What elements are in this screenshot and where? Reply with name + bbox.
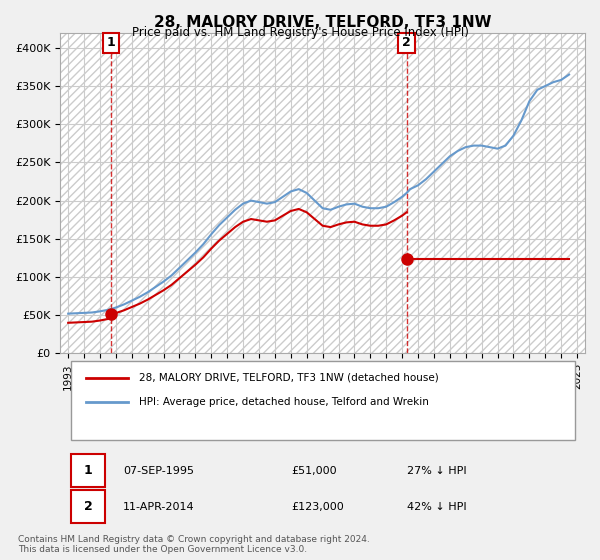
Text: 28, MALORY DRIVE, TELFORD, TF3 1NW (detached house): 28, MALORY DRIVE, TELFORD, TF3 1NW (deta…: [139, 373, 439, 382]
Text: 11-APR-2014: 11-APR-2014: [123, 502, 195, 512]
Text: 1: 1: [107, 36, 115, 49]
Text: HPI: Average price, detached house, Telford and Wrekin: HPI: Average price, detached house, Telf…: [139, 397, 429, 407]
Text: 27% ↓ HPI: 27% ↓ HPI: [407, 466, 466, 475]
Text: 1: 1: [83, 464, 92, 477]
Text: £51,000: £51,000: [291, 466, 337, 475]
FancyBboxPatch shape: [71, 361, 575, 440]
Title: 28, MALORY DRIVE, TELFORD, TF3 1NW: 28, MALORY DRIVE, TELFORD, TF3 1NW: [154, 15, 491, 30]
Text: Price paid vs. HM Land Registry's House Price Index (HPI): Price paid vs. HM Land Registry's House …: [131, 26, 469, 39]
FancyBboxPatch shape: [71, 491, 105, 523]
Text: 07-SEP-1995: 07-SEP-1995: [123, 466, 194, 475]
Text: Contains HM Land Registry data © Crown copyright and database right 2024.
This d: Contains HM Land Registry data © Crown c…: [18, 535, 370, 554]
Text: 2: 2: [83, 500, 92, 513]
Text: 2: 2: [402, 36, 411, 49]
Text: £123,000: £123,000: [291, 502, 344, 512]
Text: 42% ↓ HPI: 42% ↓ HPI: [407, 502, 466, 512]
FancyBboxPatch shape: [71, 454, 105, 487]
